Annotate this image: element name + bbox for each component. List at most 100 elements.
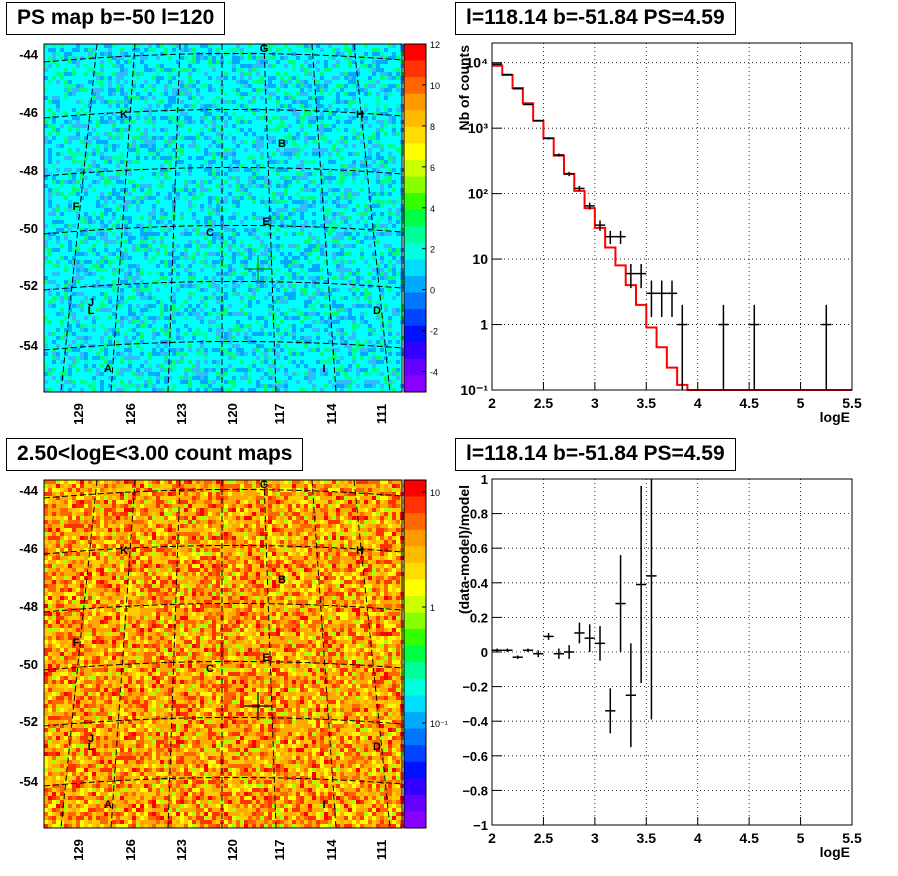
map-pixel — [56, 520, 60, 524]
map-pixel — [56, 132, 60, 136]
map-pixel — [228, 100, 232, 104]
map-pixel — [148, 44, 152, 48]
x-tick-label: 129 — [71, 403, 86, 425]
map-pixel — [360, 500, 364, 504]
map-pixel — [164, 536, 168, 540]
map-pixel — [376, 168, 380, 172]
map-pixel — [300, 128, 304, 132]
map-pixel — [224, 136, 228, 140]
map-pixel — [344, 268, 348, 272]
map-pixel — [72, 484, 76, 488]
map-pixel — [232, 484, 236, 488]
map-pixel — [188, 540, 192, 544]
map-pixel — [168, 96, 172, 100]
map-pixel — [196, 372, 200, 376]
map-pixel — [328, 124, 332, 128]
map-pixel — [76, 516, 80, 520]
map-pixel — [260, 536, 264, 540]
map-pixel — [264, 320, 268, 324]
map-pixel — [240, 184, 244, 188]
map-pixel — [344, 188, 348, 192]
map-pixel — [96, 140, 100, 144]
map-pixel — [360, 188, 364, 192]
source-label-c: C — [206, 227, 214, 239]
map-pixel — [260, 344, 264, 348]
map-pixel — [264, 256, 268, 260]
colorbar-tick-label: 2 — [430, 245, 435, 255]
map-pixel — [104, 496, 108, 500]
map-pixel — [272, 312, 276, 316]
map-pixel — [376, 520, 380, 524]
map-pixel — [396, 496, 400, 500]
map-pixel — [240, 352, 244, 356]
map-pixel — [136, 268, 140, 272]
map-pixel — [136, 492, 140, 496]
map-pixel — [364, 480, 368, 484]
map-pixel — [272, 192, 276, 196]
map-pixel — [216, 176, 220, 180]
map-pixel — [80, 216, 84, 220]
map-pixel — [312, 248, 316, 252]
map-pixel — [308, 536, 312, 540]
map-pixel — [304, 496, 308, 500]
map-pixel — [236, 60, 240, 64]
map-pixel — [44, 540, 48, 544]
map-pixel — [44, 492, 48, 496]
map-pixel — [380, 76, 384, 80]
map-pixel — [84, 64, 88, 68]
map-pixel — [176, 336, 180, 340]
map-pixel — [88, 152, 92, 156]
map-pixel — [228, 480, 232, 484]
map-pixel — [240, 56, 244, 60]
map-pixel — [284, 496, 288, 500]
map-pixel — [384, 304, 388, 308]
map-pixel — [208, 172, 212, 176]
map-pixel — [176, 172, 180, 176]
map-pixel — [352, 516, 356, 520]
map-pixel — [304, 84, 308, 88]
map-pixel — [52, 480, 56, 484]
map-pixel — [244, 352, 248, 356]
map-pixel — [248, 184, 252, 188]
map-pixel — [292, 176, 296, 180]
map-pixel — [196, 532, 200, 536]
map-pixel — [256, 344, 260, 348]
map-pixel — [212, 156, 216, 160]
map-pixel — [200, 188, 204, 192]
map-pixel — [320, 148, 324, 152]
map-pixel — [156, 76, 160, 80]
map-pixel — [316, 524, 320, 528]
map-pixel — [72, 292, 76, 296]
map-pixel — [60, 520, 64, 524]
map-pixel — [208, 120, 212, 124]
map-pixel — [192, 56, 196, 60]
map-pixel — [364, 368, 368, 372]
map-pixel — [104, 176, 108, 180]
map-pixel — [308, 376, 312, 380]
map-pixel — [344, 120, 348, 124]
map-pixel — [120, 496, 124, 500]
map-pixel — [208, 528, 212, 532]
map-pixel — [44, 248, 48, 252]
map-pixel — [104, 196, 108, 200]
map-pixel — [120, 68, 124, 72]
map-pixel — [268, 308, 272, 312]
map-pixel — [288, 132, 292, 136]
map-pixel — [76, 248, 80, 252]
map-pixel — [388, 524, 392, 528]
map-pixel — [284, 256, 288, 260]
map-pixel — [304, 312, 308, 316]
map-pixel — [368, 280, 372, 284]
map-pixel — [380, 224, 384, 228]
map-pixel — [312, 188, 316, 192]
map-pixel — [148, 364, 152, 368]
map-pixel — [224, 336, 228, 340]
map-pixel — [264, 184, 268, 188]
map-pixel — [308, 544, 312, 548]
map-pixel — [256, 68, 260, 72]
map-pixel — [232, 488, 236, 492]
map-pixel — [252, 196, 256, 200]
map-pixel — [348, 244, 352, 248]
map-pixel — [72, 520, 76, 524]
map-pixel — [124, 504, 128, 508]
